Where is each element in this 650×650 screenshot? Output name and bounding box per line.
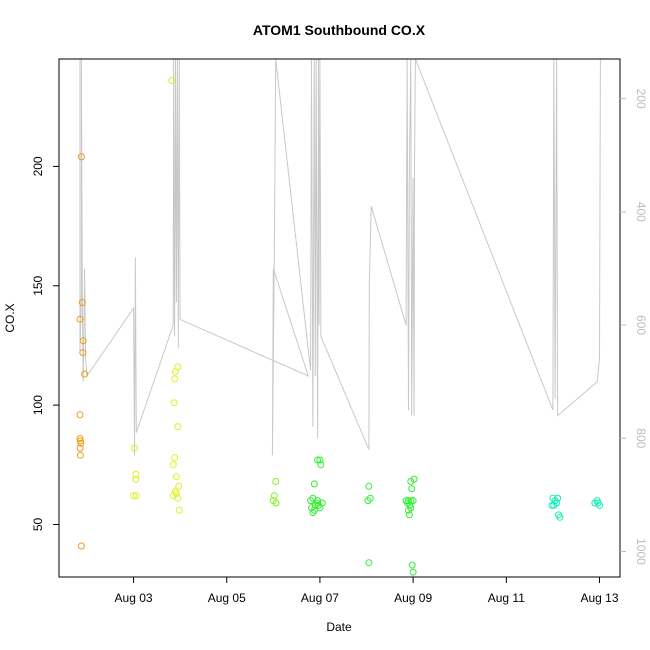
data-point — [317, 461, 325, 469]
x-axis-label: Date — [326, 620, 352, 634]
x-tick-label: Aug 11 — [488, 591, 525, 605]
data-point — [175, 482, 183, 490]
x-tick-label: Aug 05 — [208, 591, 246, 605]
y2-tick-label: 400 — [634, 202, 648, 222]
y-tick-label: 150 — [31, 275, 45, 295]
data-point — [79, 349, 87, 357]
data-point — [407, 504, 415, 512]
data-point — [309, 509, 317, 516]
y-tick-label: 50 — [31, 517, 45, 531]
data-point — [81, 370, 89, 378]
y2-tick-label: 800 — [634, 428, 648, 448]
x-tick-label: Aug 07 — [301, 591, 339, 605]
data-point — [170, 399, 178, 407]
data-point — [132, 492, 140, 500]
right-y-axis: 200 400 600 800 1000 — [620, 89, 648, 565]
data-point — [76, 451, 84, 459]
data-point — [405, 497, 412, 505]
data-point — [132, 470, 140, 478]
data-point — [364, 497, 372, 505]
data-point — [168, 77, 176, 84]
x-axis: Aug 03 Aug 05 Aug 07 Aug 09 Aug 11 Aug 13 — [115, 577, 619, 605]
data-point — [408, 561, 416, 569]
y-tick-label: 100 — [31, 395, 45, 415]
data-point — [171, 454, 179, 462]
data-point — [407, 497, 415, 505]
data-point — [175, 506, 183, 514]
y-tick-label: 200 — [31, 156, 45, 176]
data-point — [596, 501, 603, 509]
data-point — [270, 492, 278, 500]
data-point — [79, 337, 87, 345]
data-point — [172, 473, 180, 481]
scatter-points — [76, 77, 603, 576]
data-point — [77, 542, 85, 550]
data-point — [405, 511, 413, 519]
data-point — [408, 485, 416, 493]
data-point — [171, 375, 179, 383]
x-tick-label: Aug 03 — [115, 591, 153, 605]
data-point — [78, 299, 86, 306]
data-point — [405, 506, 412, 514]
data-point — [409, 568, 417, 576]
data-point — [554, 494, 562, 502]
x-tick-label: Aug 13 — [580, 591, 618, 605]
data-point — [76, 444, 84, 452]
data-point — [172, 368, 179, 376]
data-point — [76, 411, 84, 419]
data-point — [272, 499, 280, 507]
y2-tick-label: 200 — [634, 89, 648, 109]
data-point — [307, 497, 315, 505]
data-point — [172, 490, 180, 497]
data-point — [365, 482, 373, 490]
data-point — [169, 461, 177, 469]
data-point — [549, 494, 557, 502]
data-point — [365, 559, 373, 567]
data-point — [316, 456, 324, 464]
data-point — [174, 494, 182, 502]
plot-frame — [58, 58, 621, 578]
data-point — [77, 153, 85, 161]
y-axis-label: CO.X — [3, 303, 17, 332]
data-point — [314, 456, 322, 464]
data-point — [314, 499, 322, 507]
data-point — [548, 501, 556, 509]
data-point — [556, 513, 564, 521]
data-point — [409, 497, 417, 505]
right-axis-line-series — [79, 59, 601, 456]
data-point — [272, 478, 280, 485]
series-line — [79, 59, 601, 456]
data-point — [174, 423, 182, 431]
data-point — [132, 475, 140, 483]
x-tick-label: Aug 09 — [394, 591, 432, 605]
y2-tick-label: 600 — [634, 315, 648, 335]
data-point — [76, 435, 84, 442]
data-point — [130, 492, 138, 500]
data-point — [310, 480, 318, 488]
y2-tick-label: 1000 — [634, 538, 648, 565]
data-point — [366, 494, 374, 502]
y-axis: 50 100 150 200 — [31, 156, 59, 531]
data-point — [407, 478, 415, 485]
chart-title: ATOM1 Southbound CO.X — [253, 22, 426, 38]
data-point — [76, 315, 84, 323]
data-point — [131, 444, 138, 452]
data-point — [77, 439, 85, 447]
